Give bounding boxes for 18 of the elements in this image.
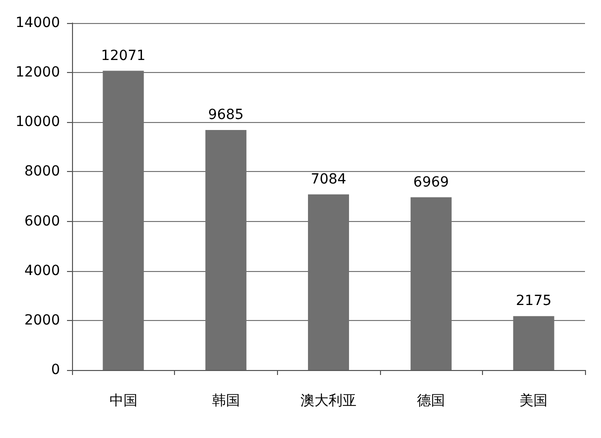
x-tick-label: 中国 <box>109 393 138 409</box>
data-label: 9685 <box>208 106 244 123</box>
x-tick-label: 澳大利亚 <box>300 393 356 409</box>
y-tick-label: 12000 <box>15 64 60 81</box>
data-label: 12071 <box>101 48 146 64</box>
x-tick-label: 韩国 <box>212 393 240 409</box>
y-tick-label: 4000 <box>24 262 60 279</box>
y-tick-label: 14000 <box>15 15 60 31</box>
data-label: 2175 <box>516 293 552 310</box>
y-tick-label: 10000 <box>15 114 60 130</box>
y-tick-label: 6000 <box>24 213 60 230</box>
x-tick-label: 德国 <box>417 393 446 409</box>
y-tick-label: 0 <box>51 362 60 378</box>
x-tick-label: 美国 <box>520 393 548 409</box>
y-tick-label: 8000 <box>24 164 60 180</box>
y-tick-label: 2000 <box>24 312 60 328</box>
data-label: 6969 <box>413 174 449 190</box>
data-label: 7084 <box>310 171 346 188</box>
